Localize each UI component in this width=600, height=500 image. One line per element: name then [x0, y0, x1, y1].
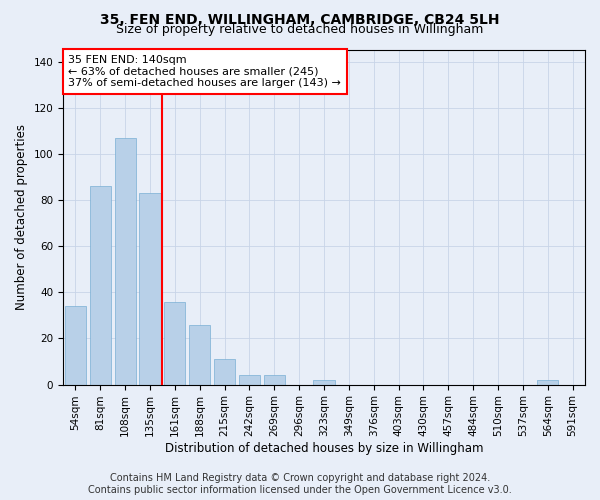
Text: Size of property relative to detached houses in Willingham: Size of property relative to detached ho… — [116, 24, 484, 36]
Bar — [264, 376, 285, 384]
Y-axis label: Number of detached properties: Number of detached properties — [15, 124, 28, 310]
Text: Contains HM Land Registry data © Crown copyright and database right 2024.
Contai: Contains HM Land Registry data © Crown c… — [88, 474, 512, 495]
Bar — [115, 138, 136, 384]
Bar — [65, 306, 86, 384]
Bar — [189, 324, 210, 384]
Bar — [313, 380, 335, 384]
Text: 35, FEN END, WILLINGHAM, CAMBRIDGE, CB24 5LH: 35, FEN END, WILLINGHAM, CAMBRIDGE, CB24… — [100, 12, 500, 26]
Bar — [164, 302, 185, 384]
X-axis label: Distribution of detached houses by size in Willingham: Distribution of detached houses by size … — [165, 442, 483, 455]
Bar — [537, 380, 558, 384]
Bar — [90, 186, 111, 384]
Bar — [214, 359, 235, 384]
Bar — [239, 376, 260, 384]
Bar — [139, 193, 161, 384]
Text: 35 FEN END: 140sqm
← 63% of detached houses are smaller (245)
37% of semi-detach: 35 FEN END: 140sqm ← 63% of detached hou… — [68, 55, 341, 88]
